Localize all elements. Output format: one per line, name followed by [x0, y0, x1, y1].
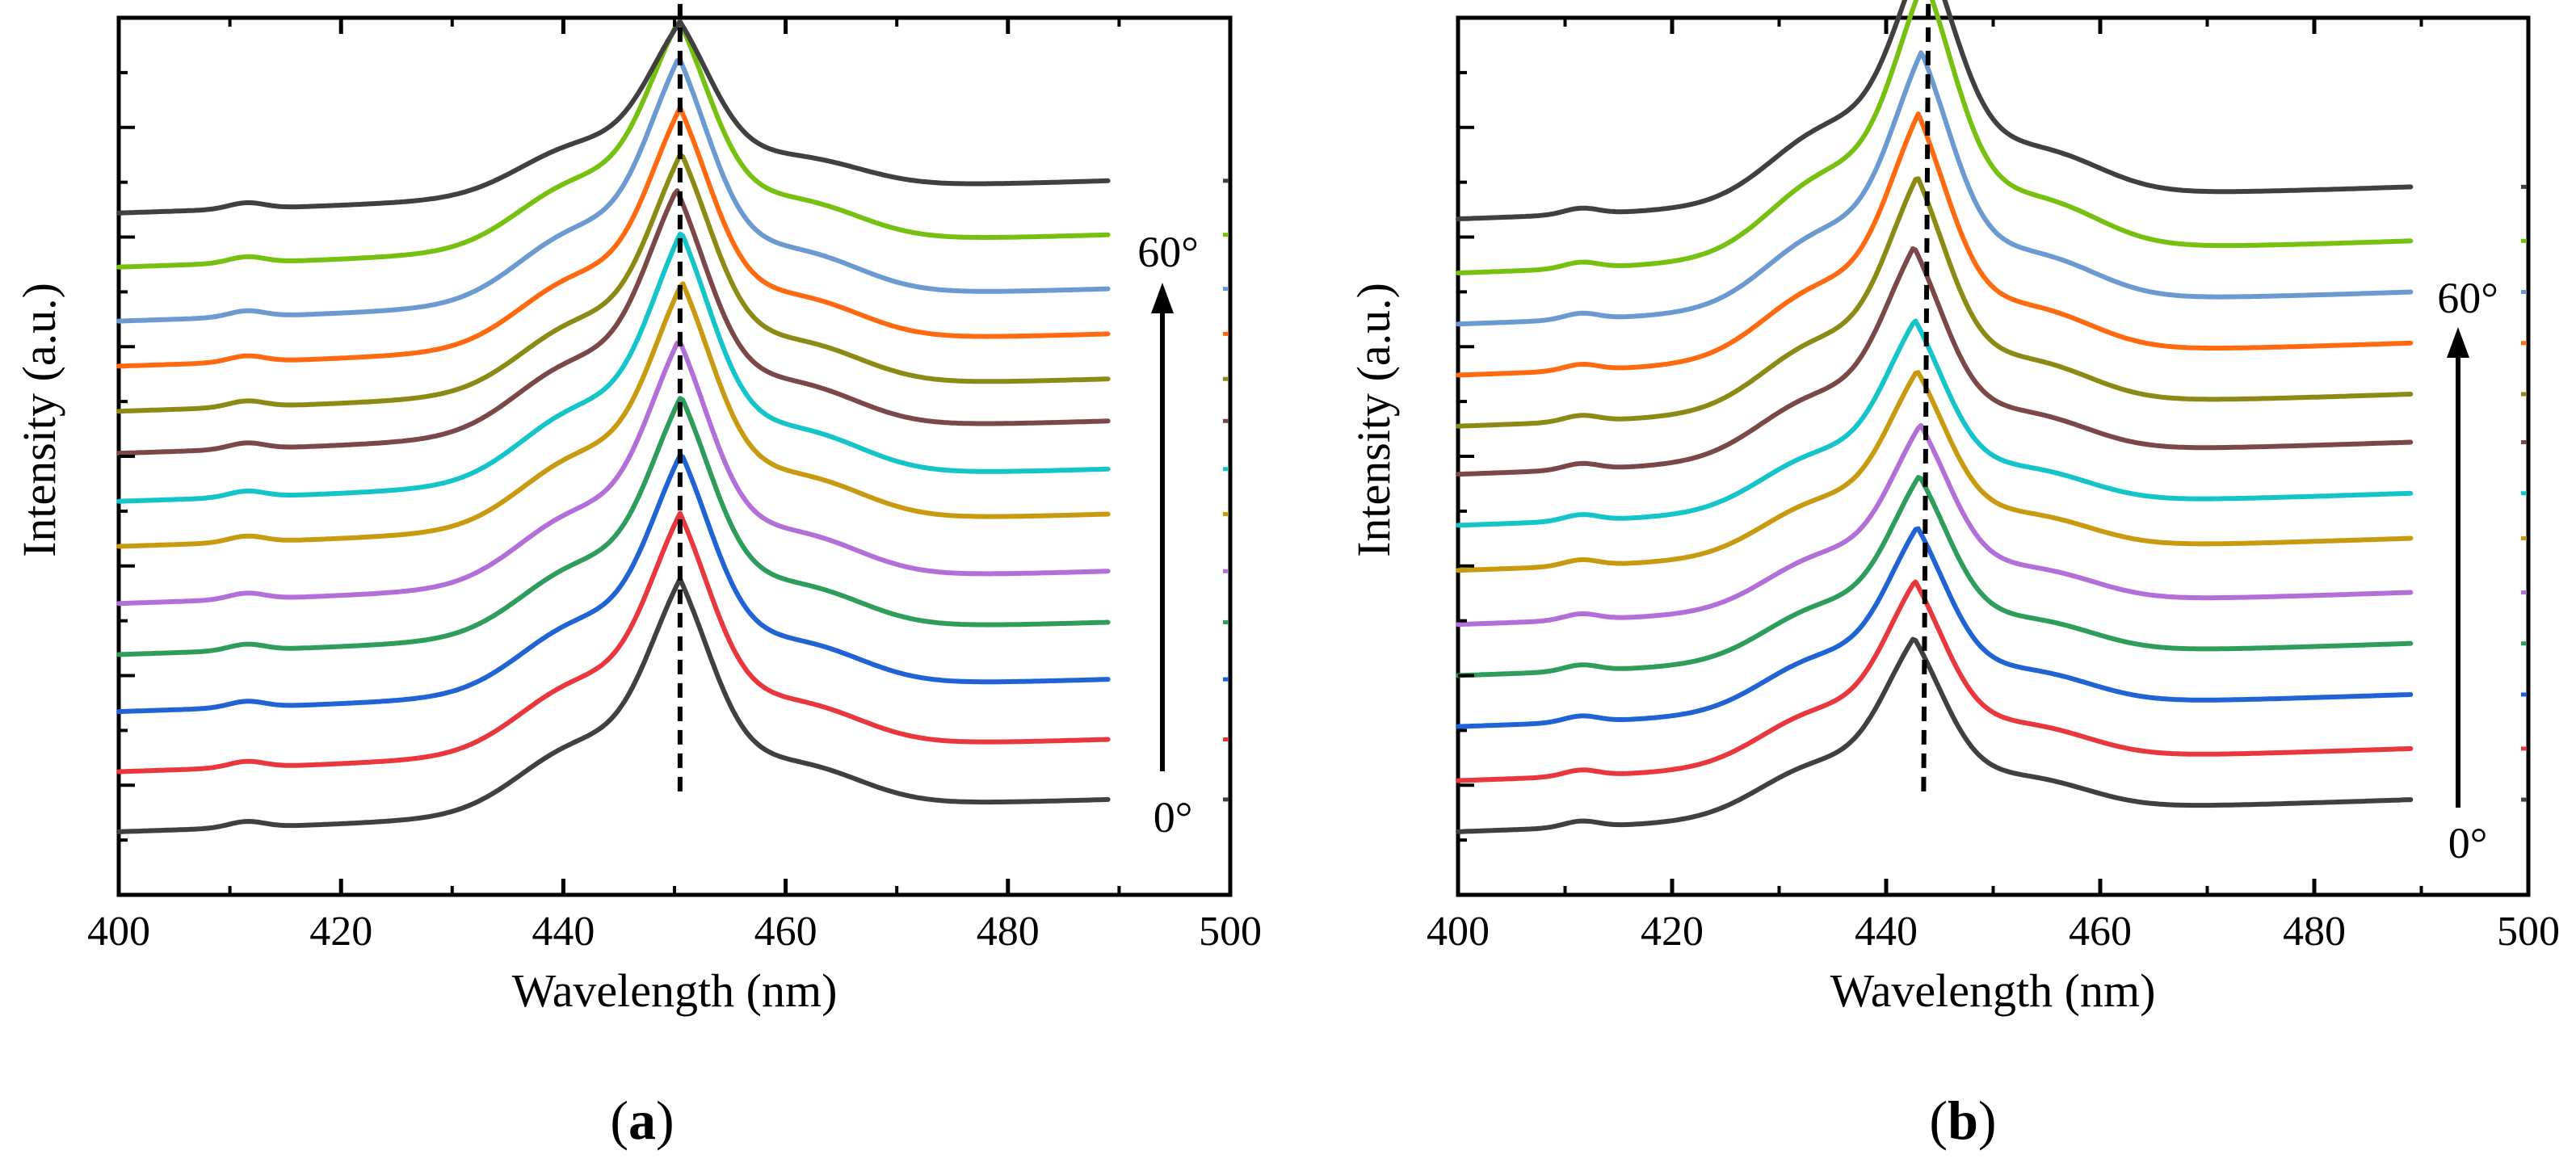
panel-b-start-angle-label: 0° — [2448, 819, 2488, 867]
panel-a-series-4 — [116, 339, 1111, 607]
panel-b-series-2 — [1456, 526, 2414, 729]
panel-b-xtick-label: 480 — [2283, 909, 2346, 955]
panel-a-series-9 — [116, 105, 1111, 369]
panel-b-xtick-labels: 400 420 440 460 480 500 — [1427, 909, 2560, 955]
panel-a-xtick-label: 480 — [977, 909, 1040, 955]
panel-b-xtick-label: 420 — [1641, 909, 1704, 955]
panel-a-xtick-label: 460 — [754, 909, 817, 955]
panel-b-series-1 — [1456, 579, 2414, 783]
panel-a-label: (a) — [610, 1090, 674, 1151]
panel-a: 400 420 440 460 480 500 Wavelength (nm) Inten… — [13, 0, 1262, 1151]
panel-a-series-2 — [116, 452, 1111, 715]
panel-b-right-marks — [2521, 184, 2527, 802]
panel-a-x-axis-label: Wavelength (nm) — [512, 964, 838, 1017]
panel-a-series-12 — [116, 19, 1111, 216]
panel-b-series-6 — [1456, 318, 2414, 528]
panel-b-letter: b — [1948, 1090, 1978, 1151]
panel-a-series-10 — [116, 57, 1111, 324]
panel-b-end-angle-label: 60° — [2437, 274, 2498, 322]
panel-b-series-12 — [1456, 0, 2414, 222]
panel-a-series-5 — [116, 281, 1111, 549]
panel-a-letter: a — [628, 1090, 656, 1151]
panel-a-xtick-label: 420 — [309, 909, 372, 955]
panel-b-series-5 — [1456, 370, 2414, 573]
panel-a-series-6 — [116, 231, 1111, 504]
panel-b-ticks — [1456, 18, 2531, 895]
panel-b-xtick-label: 460 — [2069, 909, 2132, 955]
panel-b-series-11 — [1456, 0, 2414, 275]
panel-b-series-10 — [1456, 50, 2414, 327]
panel-a-xtick-label: 440 — [532, 909, 595, 955]
panel-b-series-8 — [1456, 176, 2414, 429]
panel-a-series-3 — [116, 396, 1111, 657]
panel-a-xtick-label: 500 — [1199, 909, 1262, 955]
panel-a-angle-arrow-head — [1151, 283, 1174, 313]
panel-b-label: (b) — [1929, 1090, 1996, 1151]
panel-b-xtick-label: 440 — [1855, 909, 1918, 955]
panel-b-series-9 — [1456, 111, 2414, 378]
panel-b-series-4 — [1456, 422, 2414, 628]
panel-a-right-marks — [1223, 178, 1229, 802]
panel-b-xtick-label: 500 — [2497, 909, 2560, 955]
panel-a-series-11 — [116, 19, 1111, 270]
panel-a-y-axis-label: Intensity (a.u.) — [13, 283, 65, 557]
panel-b-series-3 — [1456, 475, 2414, 678]
panel-b-curves — [1456, 0, 2414, 834]
panel-a-ticks — [116, 18, 1233, 895]
panel-b: 400 420 440 460 480 500 Wavelength (nm) Inten… — [1347, 0, 2560, 1151]
panel-a-series-7 — [116, 188, 1111, 456]
panel-a-xtick-labels: 400 420 440 460 480 500 — [87, 909, 1262, 955]
panel-b-series-0 — [1456, 636, 2414, 834]
panel-a-start-angle-label: 0° — [1154, 793, 1193, 842]
panel-a-curves — [116, 19, 1111, 834]
panel-b-angle-arrow-head — [2447, 327, 2469, 358]
panel-b-series-7 — [1456, 246, 2414, 477]
panel-a-xtick-label: 400 — [87, 909, 150, 955]
panel-a-series-0 — [116, 576, 1111, 834]
panel-a-series-8 — [116, 153, 1111, 414]
panel-b-xtick-label: 400 — [1427, 909, 1490, 955]
panel-a-series-1 — [116, 510, 1111, 775]
panel-a-end-angle-label: 60° — [1137, 228, 1199, 276]
panel-b-x-axis-label: Wavelength (nm) — [1830, 964, 2156, 1017]
panel-b-guide-line — [1921, 0, 1931, 791]
panel-b-y-axis-label: Intensity (a.u.) — [1347, 283, 1400, 557]
